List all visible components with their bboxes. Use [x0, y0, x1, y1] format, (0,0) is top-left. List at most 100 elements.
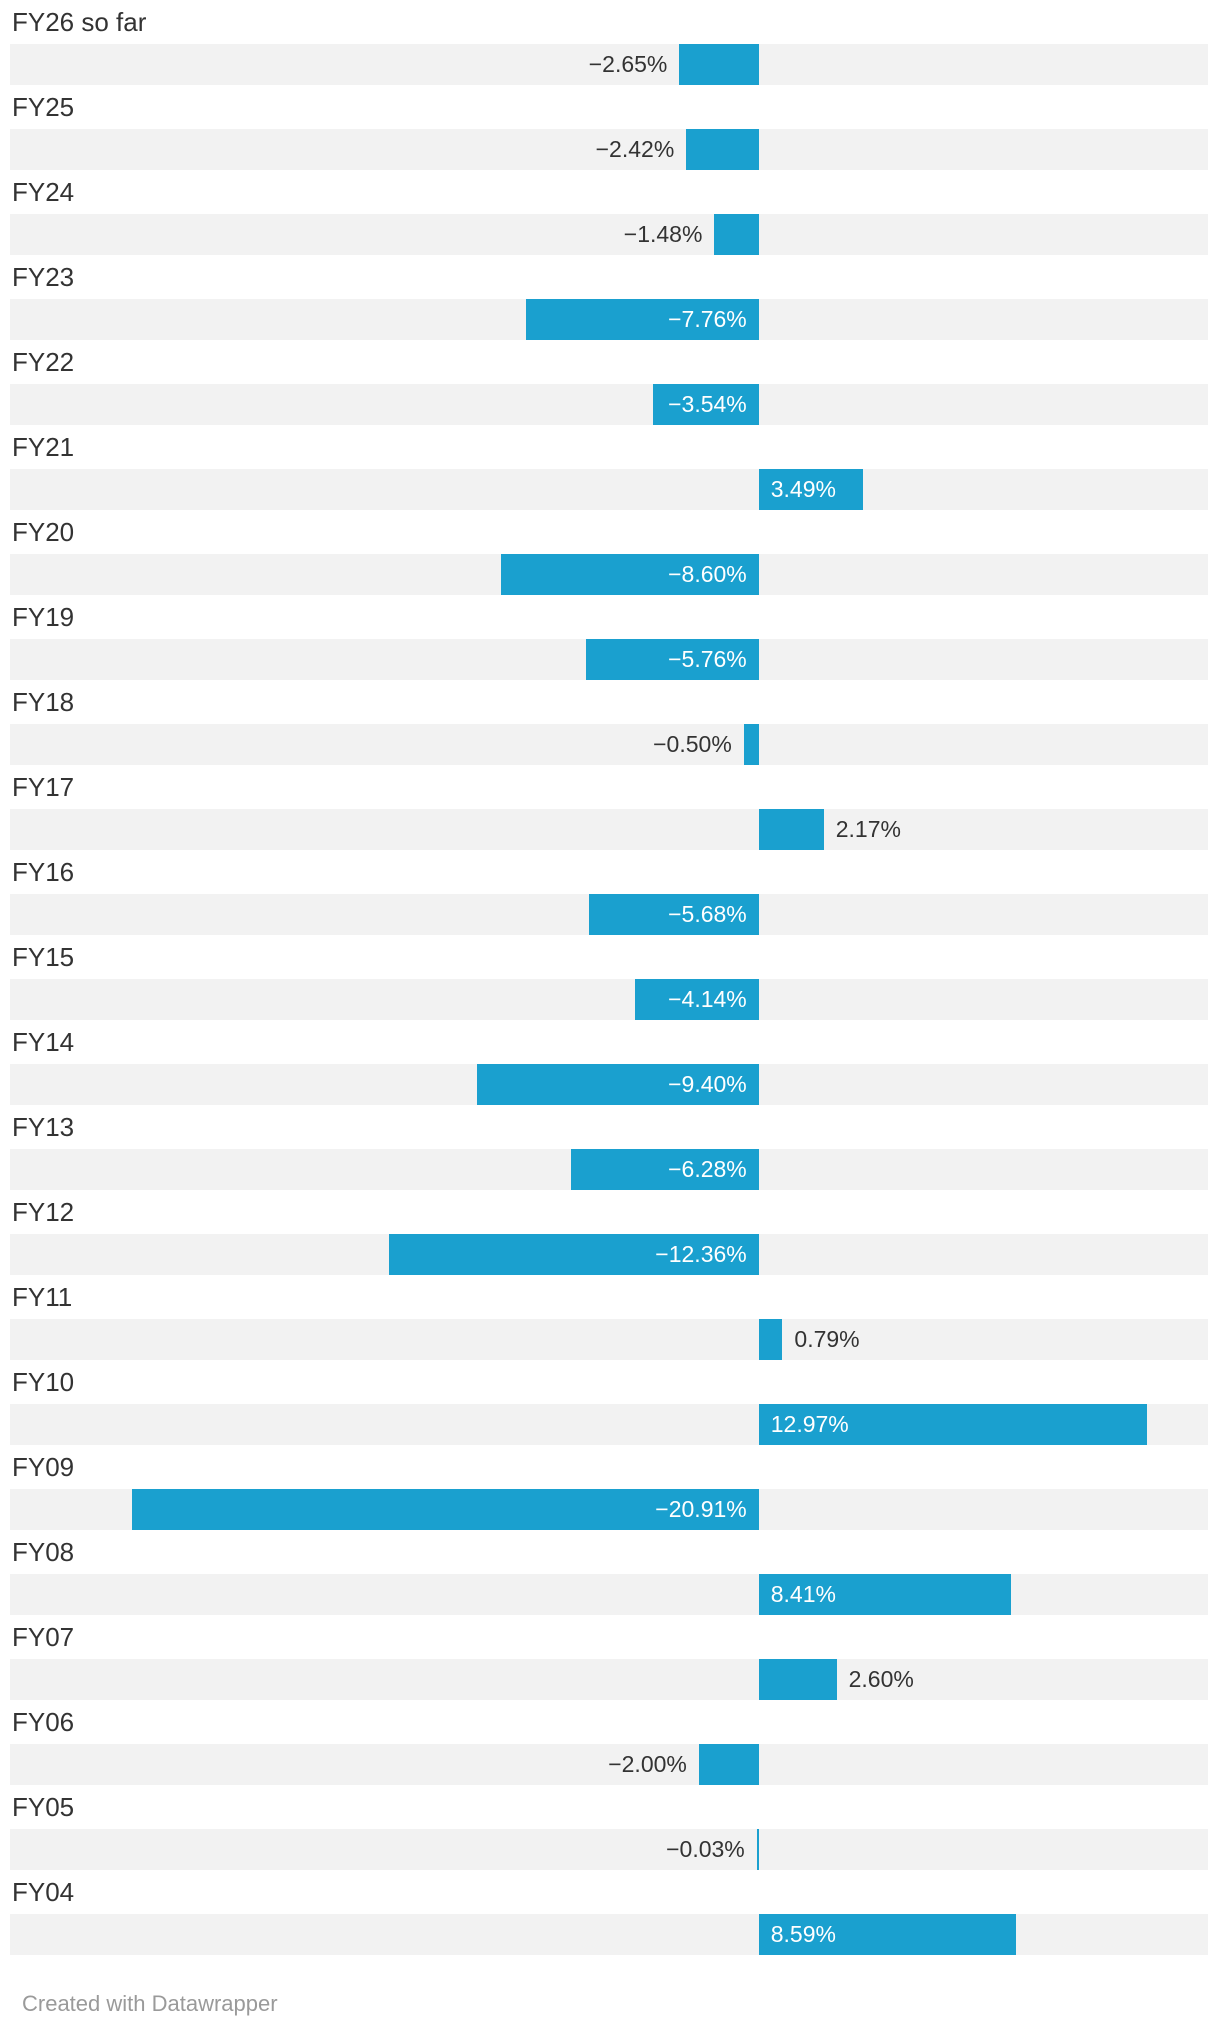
attribution: Created with Datawrapper	[10, 1991, 1208, 2017]
chart-row: FY23 −7.76%	[10, 255, 1208, 340]
bar-track: 12.97%	[10, 1404, 1208, 1445]
row-label: FY04	[12, 1877, 75, 1907]
chart-row: FY24 −1.48%	[10, 170, 1208, 255]
chart-row: FY21 3.49%	[10, 425, 1208, 510]
chart-row: FY26 so far −2.65%	[10, 0, 1208, 85]
row-label: FY07	[12, 1622, 75, 1652]
bar-track: 8.59%	[10, 1914, 1208, 1955]
bar	[570, 1149, 759, 1190]
value-label: −6.28%	[668, 1156, 747, 1182]
row-label: FY15	[12, 942, 75, 972]
chart-row: FY13 −6.28%	[10, 1105, 1208, 1190]
row-label: FY16	[12, 857, 75, 887]
row-label: FY22	[12, 347, 75, 377]
chart-row: FY04 8.59%	[10, 1870, 1208, 1955]
row-label: FY18	[12, 687, 75, 717]
value-label: −2.65%	[588, 51, 668, 77]
chart-row: FY20 −8.60%	[10, 510, 1208, 595]
row-label: FY09	[12, 1452, 75, 1482]
bar-track: −2.42%	[10, 129, 1208, 170]
bar-track: 0.79%	[10, 1319, 1208, 1360]
row-label: FY08	[12, 1537, 75, 1567]
chart-row: FY16 −5.68%	[10, 850, 1208, 935]
value-label: 2.17%	[835, 816, 901, 842]
chart-row: FY17 2.17%	[10, 765, 1208, 850]
chart-row: FY19 −5.76%	[10, 595, 1208, 680]
value-label: −8.60%	[668, 561, 747, 587]
bar-track: −0.03%	[10, 1829, 1208, 1870]
bar	[758, 1574, 1011, 1615]
row-label: FY23	[12, 262, 75, 292]
row-label: FY25	[12, 92, 75, 122]
attribution-text: Created with Datawrapper	[22, 1991, 278, 2016]
bar-track: −9.40%	[10, 1064, 1208, 1105]
value-label: −1.48%	[623, 221, 703, 247]
bar-track: −12.36%	[10, 1234, 1208, 1275]
bar	[758, 1404, 1148, 1445]
chart-row: FY15 −4.14%	[10, 935, 1208, 1020]
chart-row: FY14 −9.40%	[10, 1020, 1208, 1105]
bar	[756, 1829, 759, 1870]
bar	[679, 44, 759, 85]
value-label: −2.00%	[608, 1751, 687, 1777]
value-label: 12.97%	[770, 1411, 849, 1437]
bar-track: −6.28%	[10, 1149, 1208, 1190]
bar-track: −3.54%	[10, 384, 1208, 425]
bar	[758, 809, 824, 850]
row-label: FY19	[12, 602, 75, 632]
chart-row: FY18 −0.50%	[10, 680, 1208, 765]
bar	[586, 639, 759, 680]
bar-track: −0.50%	[10, 724, 1208, 765]
row-label: FY05	[12, 1792, 75, 1822]
row-label: FY10	[12, 1367, 75, 1397]
value-label: −3.54%	[668, 391, 747, 417]
value-label: −4.14%	[668, 986, 747, 1012]
bar	[132, 1489, 759, 1530]
bar	[743, 724, 759, 765]
chart-row: FY11 0.79%	[10, 1275, 1208, 1360]
value-label: 8.59%	[770, 1921, 836, 1947]
chart-row: FY25 −2.42%	[10, 85, 1208, 170]
bar-track: −5.68%	[10, 894, 1208, 935]
chart-row: FY12 −12.36%	[10, 1190, 1208, 1275]
value-label: −7.76%	[668, 306, 747, 332]
bar-track: 3.49%	[10, 469, 1208, 510]
value-label: −0.50%	[653, 731, 732, 757]
row-label: FY11	[12, 1282, 73, 1312]
value-label: −2.42%	[595, 136, 675, 162]
row-label: FY14	[12, 1027, 75, 1057]
value-label: 0.79%	[794, 1326, 860, 1352]
row-label: FY26 so far	[12, 7, 147, 37]
row-label: FY24	[12, 177, 75, 207]
row-label: FY20	[12, 517, 75, 547]
chart-row: FY22 −3.54%	[10, 340, 1208, 425]
value-label: 2.60%	[848, 1666, 914, 1692]
bar-track: −7.76%	[10, 299, 1208, 340]
bar	[686, 129, 759, 170]
chart-row: FY07 2.60%	[10, 1615, 1208, 1700]
chart-row: FY06 −2.00%	[10, 1700, 1208, 1785]
row-label: FY21	[12, 432, 75, 462]
bar-track: −5.76%	[10, 639, 1208, 680]
row-label: FY13	[12, 1112, 75, 1142]
chart-rows: FY26 so far −2.65% FY25 −2.42% FY24 −1.48% FY2…	[10, 0, 1208, 1955]
bar-track: 2.60%	[10, 1659, 1208, 1700]
value-label: −0.03%	[666, 1836, 745, 1862]
value-label: 8.41%	[770, 1581, 836, 1607]
bar-track: −2.65%	[10, 44, 1208, 85]
bar	[501, 554, 759, 595]
chart-row: FY05 −0.03%	[10, 1785, 1208, 1870]
bar	[388, 1234, 759, 1275]
value-label: −12.36%	[655, 1241, 747, 1267]
bar	[588, 894, 759, 935]
bar	[526, 299, 759, 340]
bar-track: −20.91%	[10, 1489, 1208, 1530]
value-label: −20.91%	[655, 1496, 747, 1522]
bar	[758, 1319, 783, 1360]
bar-track: −2.00%	[10, 1744, 1208, 1785]
bar	[698, 1744, 759, 1785]
bar	[714, 214, 759, 255]
bar	[758, 469, 864, 510]
bar-track: −1.48%	[10, 214, 1208, 255]
